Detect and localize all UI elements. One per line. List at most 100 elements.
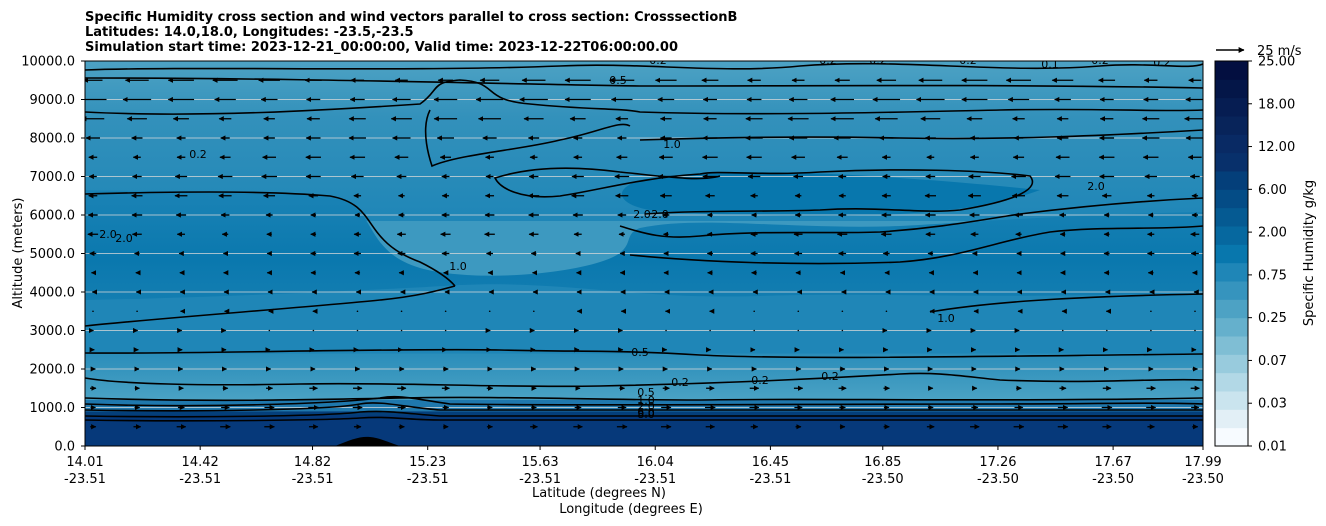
wind-vector-12-24: [1150, 310, 1152, 313]
wind-vector-13-4: [268, 329, 271, 332]
colorbar-band-19: [1215, 79, 1248, 99]
contour-labels: 0.10.2 0.2 0.2 0.2 0.2 0.20.50.21.02.02.0 2.02…: [99, 54, 1171, 421]
plot-area: 0.10.2 0.2 0.2 0.2 0.2 0.20.50.21.02.02.0 2.02…: [85, 54, 1203, 446]
contour-label-9: 1.0: [663, 138, 681, 151]
layer-lower-troposphere: [85, 353, 1203, 400]
wind-vector-13-24: [1150, 329, 1152, 332]
x-tick-lon-8: -23.50: [977, 472, 1019, 487]
x-tick-lat-3: 15.23: [409, 455, 446, 470]
wind-vectors: [85, 77, 1203, 430]
contour-low-0p2: [85, 372, 1203, 388]
quiver-key: 25 m/s: [1216, 44, 1302, 59]
colorbar-band-14: [1215, 171, 1248, 190]
colorbar-band-10: [1215, 244, 1248, 264]
y-tick-label-10: 10000.0: [21, 55, 75, 70]
wind-vector-12-16: [797, 310, 800, 313]
colorbar-frame: [1214, 60, 1249, 447]
x-tick-lon-7: -23.50: [862, 472, 904, 487]
contour-label-15: 1.0: [449, 260, 467, 273]
contour-marine-3: [85, 402, 1203, 412]
colorbar-label: Specific Humidity g/kg: [1302, 180, 1317, 326]
x-tick-lon-3: -23.51: [407, 472, 449, 487]
colorbar-band-13: [1215, 189, 1248, 209]
colorbar-tick-label-4: 0.75: [1258, 268, 1287, 283]
colorbar-band-4: [1215, 354, 1248, 374]
colorbar-tick-label-2: 0.07: [1258, 354, 1287, 369]
y-tick-label-7: 7000.0: [30, 170, 76, 185]
colorbar-band-6: [1215, 317, 1248, 337]
wind-vector-13-22: [1061, 329, 1064, 332]
contour-upper-1p0a: [85, 79, 1203, 115]
x-tick-lon-4: -23.51: [519, 472, 561, 487]
colorbar-band-18: [1215, 97, 1248, 117]
y-tick-label-2: 2000.0: [30, 363, 76, 378]
colorbar-tick-label-5: 2.00: [1258, 226, 1287, 241]
chart-title-line-3: Simulation start time: 2023-12-21_00:00:…: [85, 40, 678, 55]
colorbar-tick-label-9: 25.00: [1258, 55, 1295, 70]
wind-vector-13-6: [356, 329, 359, 332]
x-tick-lat-5: 16.04: [637, 455, 674, 470]
colorbar-tick-label-1: 0.03: [1258, 397, 1287, 412]
colorbar-band-2: [1215, 391, 1248, 410]
contour-low-1p0: [85, 285, 456, 327]
contour-upper-0p1: [85, 62, 1203, 71]
x-tick-lon-10: -23.50: [1182, 472, 1224, 487]
y-tick-label-9: 9000.0: [30, 93, 76, 108]
wind-vector-12-17: [841, 310, 844, 313]
colorbar-band-11: [1215, 226, 1248, 245]
contour-label-25: 8.0: [637, 408, 655, 421]
wind-vector-12-0: [92, 310, 94, 313]
colorbar-band-9: [1215, 262, 1248, 282]
colorbar-band-3: [1215, 372, 1248, 392]
contour-label-2: 0.2: [819, 54, 837, 67]
contour-label-4: 0.2: [959, 54, 977, 67]
wind-vector-13-23: [1106, 329, 1108, 332]
y-tick-label-4: 4000.0: [30, 286, 76, 301]
x-tick-lon-6: -23.51: [749, 472, 791, 487]
x-tick-lat-7: 16.85: [864, 455, 901, 470]
wind-vector-13-13: [665, 329, 667, 332]
layer-mid-moist-core: [621, 172, 1040, 217]
y-tick-label-8: 8000.0: [30, 132, 76, 147]
x-tick-lat-0: 14.01: [66, 455, 103, 470]
wind-vector-12-15: [753, 310, 755, 313]
colorbar-band-15: [1215, 152, 1248, 172]
colorbar-tick-label-0: 0.01: [1258, 440, 1287, 455]
x-tick-lon-2: -23.51: [292, 472, 334, 487]
contour-label-24: 6.0: [637, 406, 655, 419]
colorbar-band-20: [1215, 61, 1248, 80]
contour-label-16: 1.0: [937, 312, 955, 325]
y-axis-label: Altitude (meters): [11, 198, 26, 309]
contour-marine-4: [85, 410, 1203, 418]
wind-vector-13-15: [753, 329, 755, 332]
wind-vector-12-8: [444, 310, 447, 313]
x-tick-lon-9: -23.50: [1092, 472, 1134, 487]
contour-upper-1p0b: [424, 109, 631, 168]
contour-label-17: 0.5: [631, 346, 649, 359]
colorbar-band-1: [1215, 409, 1248, 429]
colorbar-tick-label-6: 6.00: [1258, 183, 1287, 198]
contour-label-12: 2.0: [651, 208, 669, 221]
x-tick-lat-10: 17.99: [1184, 455, 1221, 470]
y-tick-label-6: 6000.0: [30, 209, 76, 224]
contour-upper-0p5: [85, 77, 1203, 89]
wind-vector-12-18: [885, 310, 888, 313]
y-axis: 0.0 1000.0 2000.0 3000.0 4000.0 5000.0 6000.0 7…: [21, 55, 85, 455]
x-tick-lat-6: 16.45: [752, 455, 789, 470]
x-tick-lat-9: 17.67: [1095, 455, 1132, 470]
wind-vector-13-16: [797, 329, 800, 332]
y-tick-label-5: 5000.0: [30, 247, 76, 262]
contour-label-11: 2.0: [633, 208, 651, 221]
x-tick-lon-1: -23.51: [179, 472, 221, 487]
x-tick-lon-0: -23.51: [64, 472, 106, 487]
contour-label-1: 0.2: [649, 54, 667, 67]
wind-vector-13-25: [1194, 329, 1196, 332]
contour-label-0: 0.1: [1041, 58, 1059, 71]
wind-vector-12-7: [400, 310, 403, 313]
colorbar-band-7: [1215, 299, 1248, 319]
contour-label-23: 2.0: [637, 400, 655, 413]
contour-surface-8p0: [85, 416, 1203, 422]
x-axis-label-latitude: Latitude (degrees N): [532, 486, 666, 501]
contour-label-21: 0.5: [637, 386, 655, 399]
